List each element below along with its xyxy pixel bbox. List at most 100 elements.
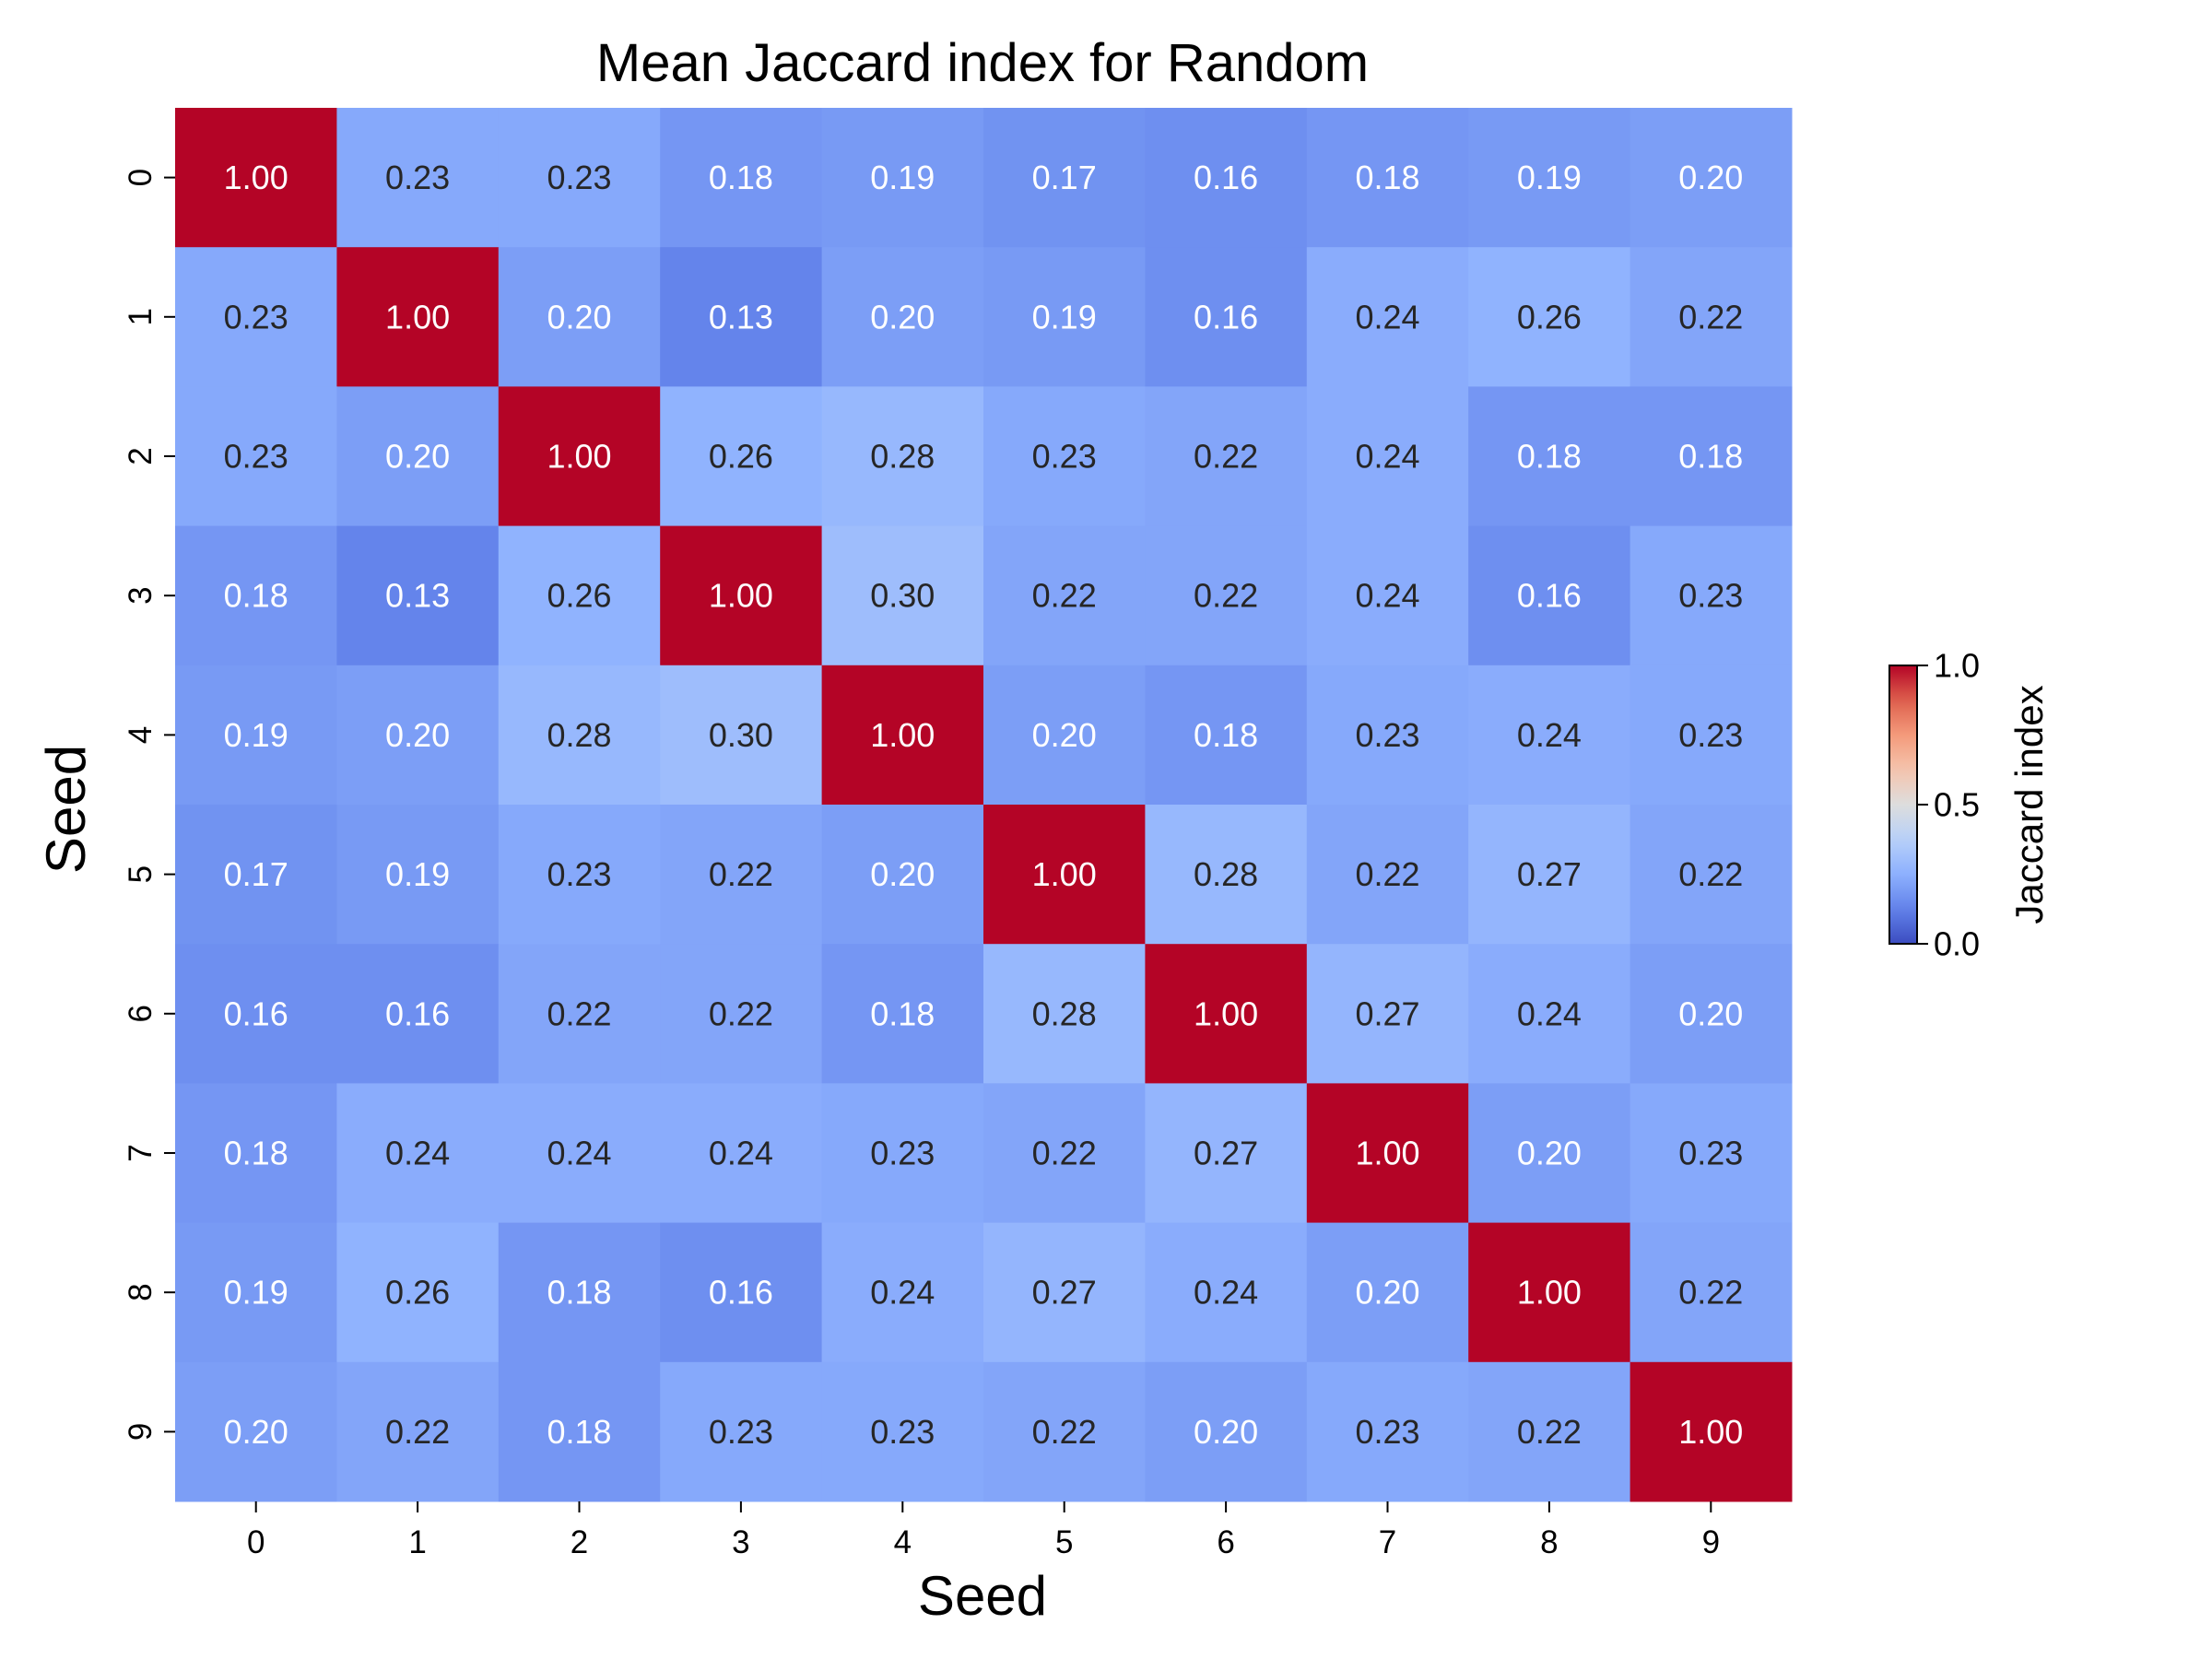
heatmap-cell-r9-c0 bbox=[175, 1361, 337, 1502]
y-tick-label-3: 3 bbox=[123, 586, 159, 604]
cell-value-r9-c5: 0.22 bbox=[1032, 1413, 1097, 1451]
cell-value-r8-c2: 0.18 bbox=[547, 1274, 611, 1312]
colorbar: 0.0 0.5 1.0 Jaccard index bbox=[1888, 647, 2051, 963]
x-tick-label-4: 4 bbox=[894, 1524, 912, 1560]
heatmap-cell-labels: 1.00 0.23 0.23 0.18 0.19 0.17 0.16 0.18 0.19 0.20… bbox=[224, 159, 1744, 1451]
cell-value-r7-c1: 0.24 bbox=[385, 1135, 450, 1172]
heatmap-cell-r0-c5 bbox=[983, 108, 1146, 248]
cell-value-r1-c3: 0.13 bbox=[709, 298, 773, 335]
cell-value-r0-c6: 0.16 bbox=[1194, 159, 1258, 196]
cell-value-r4-c1: 0.20 bbox=[385, 716, 450, 754]
heatmap-cell-r6-c0 bbox=[175, 944, 337, 1084]
heatmap-cell-r1-c6 bbox=[1145, 247, 1308, 387]
heatmap-cell-r5-c2 bbox=[498, 805, 661, 945]
heatmap-cell-r1-c5 bbox=[983, 247, 1146, 387]
heatmap-cell-r7-c1 bbox=[336, 1083, 500, 1224]
heatmap-cell-r8-c5 bbox=[983, 1222, 1146, 1363]
heatmap-cell-r7-c2 bbox=[498, 1083, 661, 1224]
heatmap-cell-r4-c0 bbox=[175, 665, 337, 806]
x-tick-label-8: 8 bbox=[1540, 1524, 1558, 1560]
heatmap-cell-r7-c3 bbox=[660, 1083, 823, 1224]
heatmap-cell-r7-c7 bbox=[1306, 1083, 1469, 1224]
heatmap-cell-r5-c4 bbox=[821, 805, 984, 945]
y-tick-label-0: 0 bbox=[123, 169, 159, 186]
cell-value-r3-c0: 0.18 bbox=[224, 577, 288, 615]
heatmap-cell-r5-c6 bbox=[1145, 805, 1308, 945]
cell-value-r0-c5: 0.17 bbox=[1032, 159, 1097, 196]
heatmap-cell-r1-c0 bbox=[175, 247, 337, 387]
colorbar-tick-label-0: 0.0 bbox=[1934, 925, 1980, 963]
cell-value-r3-c1: 0.13 bbox=[385, 577, 450, 615]
x-tick-label-1: 1 bbox=[408, 1524, 426, 1560]
heatmap-cell-r0-c4 bbox=[821, 108, 984, 248]
cell-value-r2-c3: 0.26 bbox=[709, 438, 773, 476]
heatmap-cell-r7-c0 bbox=[175, 1083, 337, 1224]
cell-value-r1-c4: 0.20 bbox=[870, 298, 935, 335]
heatmap-cell-r0-c3 bbox=[660, 108, 823, 248]
cell-value-r8-c1: 0.26 bbox=[385, 1274, 450, 1312]
heatmap-cells bbox=[175, 108, 1793, 1502]
heatmap-cell-r8-c2 bbox=[498, 1222, 661, 1363]
cell-value-r1-c1: 1.00 bbox=[385, 298, 450, 335]
heatmap-cell-r9-c9 bbox=[1630, 1361, 1793, 1502]
cell-value-r6-c6: 1.00 bbox=[1194, 994, 1258, 1032]
cell-value-r6-c1: 0.16 bbox=[385, 994, 450, 1032]
cell-value-r8-c7: 0.20 bbox=[1355, 1274, 1419, 1312]
cell-value-r2-c4: 0.28 bbox=[870, 438, 935, 476]
cell-value-r1-c7: 0.24 bbox=[1355, 298, 1419, 335]
heatmap-cell-r6-c1 bbox=[336, 944, 500, 1084]
chart-title: Mean Jaccard index for Random bbox=[596, 33, 1369, 93]
x-axis-label: Seed bbox=[918, 1565, 1047, 1627]
cell-value-r7-c0: 0.18 bbox=[224, 1135, 288, 1172]
cell-value-r8-c9: 0.22 bbox=[1678, 1274, 1743, 1312]
cell-value-r9-c6: 0.20 bbox=[1194, 1413, 1258, 1451]
heatmap-cell-r4-c4 bbox=[821, 665, 984, 806]
heatmap-cell-r9-c6 bbox=[1145, 1361, 1308, 1502]
heatmap-cell-r3-c7 bbox=[1306, 525, 1469, 666]
heatmap-cell-r0-c0 bbox=[175, 108, 337, 248]
cell-value-r9-c0: 0.20 bbox=[224, 1413, 288, 1451]
heatmap-cell-r1-c4 bbox=[821, 247, 984, 387]
heatmap-cell-r3-c6 bbox=[1145, 525, 1308, 666]
heatmap-cell-r5-c9 bbox=[1630, 805, 1793, 945]
heatmap-cell-r1-c8 bbox=[1468, 247, 1631, 387]
cell-value-r3-c2: 0.26 bbox=[547, 577, 611, 615]
heatmap-cell-r9-c4 bbox=[821, 1361, 984, 1502]
cell-value-r3-c7: 0.24 bbox=[1355, 577, 1419, 615]
cell-value-r9-c9: 1.00 bbox=[1678, 1413, 1743, 1451]
cell-value-r7-c7: 1.00 bbox=[1355, 1135, 1419, 1172]
y-axis-label: Seed bbox=[35, 745, 97, 874]
heatmap-cell-r7-c5 bbox=[983, 1083, 1146, 1224]
cell-value-r5-c3: 0.22 bbox=[709, 855, 773, 893]
heatmap-cell-r4-c1 bbox=[336, 665, 500, 806]
cell-value-r4-c9: 0.23 bbox=[1678, 716, 1743, 754]
heatmap-cell-r6-c6 bbox=[1145, 944, 1308, 1084]
heatmap-cell-r3-c9 bbox=[1630, 525, 1793, 666]
heatmap-cell-r8-c8 bbox=[1468, 1222, 1631, 1363]
heatmap-cell-r3-c4 bbox=[821, 525, 984, 666]
cell-value-r8-c5: 0.27 bbox=[1032, 1274, 1097, 1312]
cell-value-r0-c8: 0.19 bbox=[1517, 159, 1582, 196]
heatmap-cell-r1-c7 bbox=[1306, 247, 1469, 387]
heatmap-cell-r2-c8 bbox=[1468, 386, 1631, 527]
heatmap-cell-r8-c1 bbox=[336, 1222, 500, 1363]
heatmap-cell-r5-c8 bbox=[1468, 805, 1631, 945]
cell-value-r6-c5: 0.28 bbox=[1032, 994, 1097, 1032]
cell-value-r4-c0: 0.19 bbox=[224, 716, 288, 754]
heatmap-cell-r1-c9 bbox=[1630, 247, 1793, 387]
cell-value-r5-c6: 0.28 bbox=[1194, 855, 1258, 893]
cell-value-r2-c1: 0.20 bbox=[385, 438, 450, 476]
heatmap-cell-r4-c3 bbox=[660, 665, 823, 806]
heatmap-cell-r2-c9 bbox=[1630, 386, 1793, 527]
cell-value-r7-c5: 0.22 bbox=[1032, 1135, 1097, 1172]
heatmap-cell-r8-c3 bbox=[660, 1222, 823, 1363]
cell-value-r9-c3: 0.23 bbox=[709, 1413, 773, 1451]
heatmap-cell-r7-c9 bbox=[1630, 1083, 1793, 1224]
heatmap-cell-r0-c8 bbox=[1468, 108, 1631, 248]
heatmap-cell-r5-c0 bbox=[175, 805, 337, 945]
heatmap-cell-r4-c2 bbox=[498, 665, 661, 806]
cell-value-r1-c6: 0.16 bbox=[1194, 298, 1258, 335]
cell-value-r2-c6: 0.22 bbox=[1194, 438, 1258, 476]
cell-value-r8-c3: 0.16 bbox=[709, 1274, 773, 1312]
y-axis-ticks: 0 1 2 3 4 5 6 7 8 9 bbox=[123, 169, 175, 1441]
